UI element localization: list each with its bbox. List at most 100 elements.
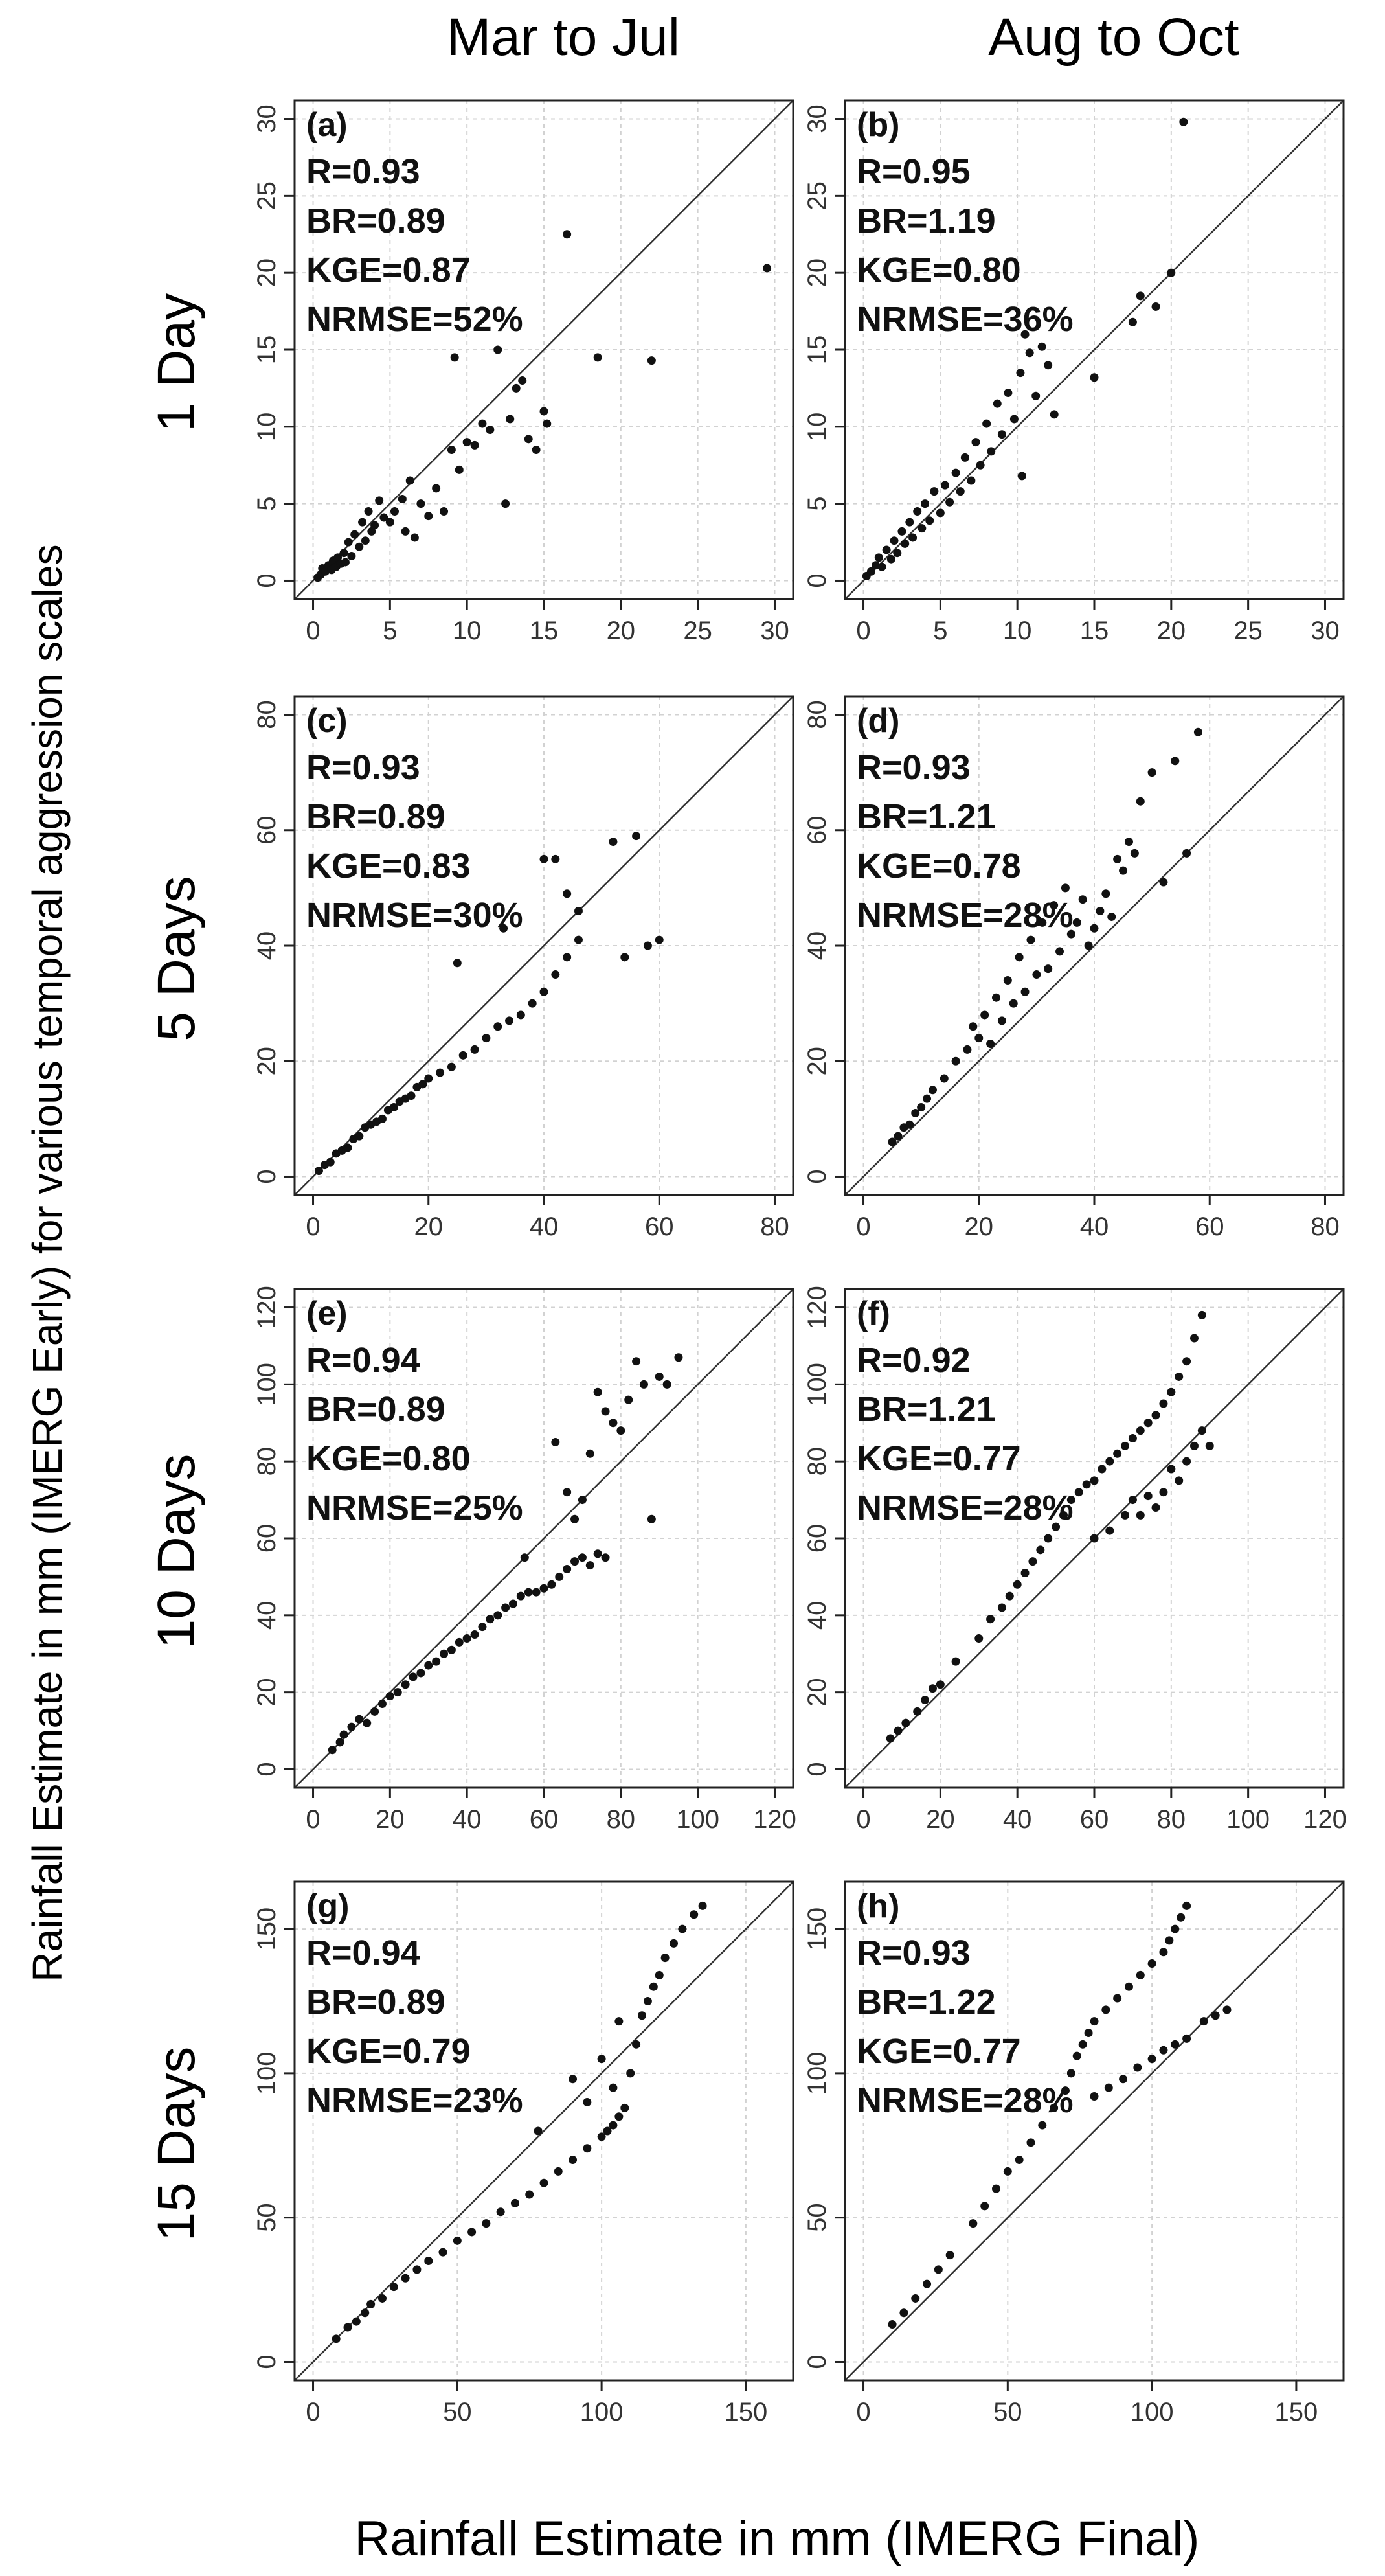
data-point	[547, 1580, 556, 1589]
data-point	[1082, 1480, 1091, 1489]
data-point	[344, 538, 353, 547]
plot-frame	[844, 1880, 1345, 2382]
data-point	[1003, 975, 1012, 985]
data-point	[385, 518, 394, 527]
data-point	[918, 524, 927, 533]
x-tick-label: 25	[683, 617, 712, 645]
data-point	[1151, 1503, 1160, 1512]
data-point	[455, 465, 464, 474]
data-point	[1159, 1948, 1168, 1957]
stat-label: R=0.93	[306, 748, 420, 787]
data-point	[890, 536, 899, 545]
data-point	[493, 1022, 502, 1031]
data-point	[643, 941, 652, 950]
data-point	[1038, 918, 1047, 927]
x-tick-label: 0	[306, 617, 320, 645]
scatter-panel-a: 0 0 5 5 10 10 15 15 20 20 25 25 30 30 (a) R=0.93 BR=0.89…	[253, 99, 794, 645]
data-point	[447, 1062, 456, 1071]
data-point	[478, 1623, 487, 1632]
data-point	[366, 2299, 376, 2308]
y-tick-label: 30	[803, 104, 831, 133]
data-point	[574, 935, 583, 944]
data-point	[1072, 2051, 1081, 2060]
data-point	[982, 419, 991, 428]
data-point	[928, 1684, 937, 1693]
data-point	[412, 2265, 422, 2274]
data-point	[678, 1924, 687, 1933]
panel-label: (e)	[306, 1295, 348, 1332]
x-tick-label: 80	[1157, 1805, 1186, 1834]
data-point	[1090, 1476, 1099, 1485]
data-point	[339, 1730, 348, 1739]
column-title-aug-oct: Aug to Oct	[988, 8, 1239, 67]
x-tick-label: 80	[607, 1805, 636, 1834]
stat-label: KGE=0.77	[857, 1439, 1021, 1478]
data-point	[520, 1553, 529, 1562]
data-point	[1038, 2121, 1047, 2130]
data-point	[543, 419, 552, 428]
data-point	[1136, 1970, 1145, 1979]
data-point	[967, 476, 976, 485]
data-point	[614, 2112, 624, 2121]
data-point	[510, 2198, 519, 2207]
data-point	[432, 484, 441, 493]
data-point	[447, 445, 456, 454]
data-point	[377, 1114, 387, 1123]
data-point	[1028, 1557, 1037, 1566]
data-point	[1165, 1936, 1174, 1945]
data-point	[393, 1688, 402, 1697]
data-point	[690, 1910, 699, 1919]
data-point	[934, 2265, 943, 2274]
data-point	[501, 1603, 510, 1612]
data-point	[350, 530, 359, 539]
data-point	[512, 383, 521, 393]
stat-label: KGE=0.83	[306, 847, 471, 885]
data-point	[1113, 854, 1122, 863]
data-point	[424, 1661, 433, 1670]
data-point	[913, 507, 922, 516]
data-point	[436, 1068, 445, 1077]
y-tick-label: 20	[803, 258, 831, 288]
data-point	[1009, 999, 1018, 1008]
data-point	[1105, 1526, 1114, 1535]
data-point	[899, 2308, 908, 2318]
data-point	[570, 1514, 580, 1523]
data-point	[409, 1672, 418, 1681]
data-point	[1050, 410, 1059, 419]
data-point	[1059, 1510, 1068, 1520]
panel-label: (h)	[857, 1887, 899, 1925]
stat-label: KGE=0.80	[306, 1439, 471, 1478]
data-point	[1084, 941, 1093, 950]
data-point	[1159, 878, 1168, 887]
stat-label: NRMSE=36%	[857, 300, 1074, 339]
data-point	[583, 2097, 592, 2106]
row-title-5-days: 5 Days	[147, 876, 206, 1041]
data-point	[539, 854, 548, 863]
data-point	[888, 2320, 897, 2329]
data-point	[401, 527, 410, 536]
row-title-15-days: 15 Days	[147, 2047, 206, 2242]
data-point	[416, 1669, 425, 1678]
x-tick-label: 60	[645, 1213, 674, 1241]
data-point	[1121, 1510, 1130, 1520]
y-tick-label: 0	[803, 573, 831, 587]
data-point	[1147, 2055, 1156, 2064]
data-point	[1074, 1488, 1083, 1497]
data-point	[1013, 1580, 1022, 1589]
data-point	[453, 959, 462, 968]
data-point	[355, 542, 364, 551]
y-tick-label: 80	[253, 1447, 281, 1476]
data-point	[1101, 2005, 1110, 2014]
data-point	[585, 1561, 594, 1570]
data-point	[493, 1611, 502, 1620]
y-tick-label: 0	[253, 1169, 281, 1183]
x-tick-label: 20	[1157, 617, 1186, 645]
data-point	[363, 1718, 372, 1727]
x-tick-label: 100	[676, 1805, 719, 1834]
data-point	[432, 1657, 441, 1666]
y-tick-label: 15	[803, 336, 831, 365]
data-point	[1044, 964, 1053, 974]
data-point	[532, 445, 541, 454]
data-point	[632, 1357, 641, 1366]
